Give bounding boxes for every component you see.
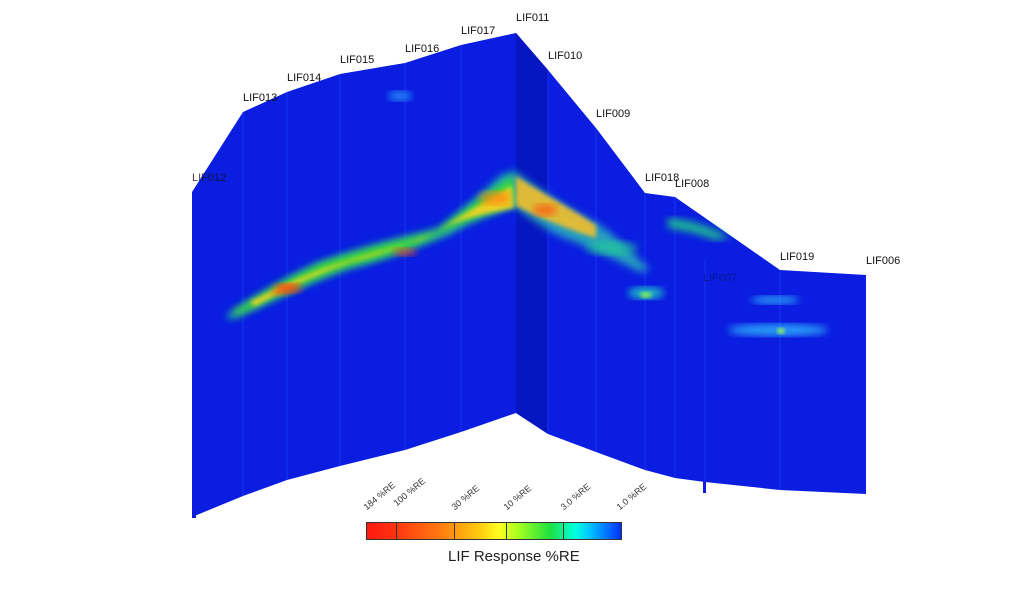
- legend-title: LIF Response %RE: [448, 548, 580, 565]
- boring-label-lif014: LIF014: [287, 72, 322, 84]
- lif-plume: [226, 91, 828, 336]
- lif007-extension: [703, 475, 706, 493]
- boring-label-lif019: LIF019: [780, 251, 815, 263]
- fence-panel-left: [192, 33, 516, 517]
- legend-divider: [396, 522, 397, 540]
- boring-label-lif008: LIF008: [675, 178, 710, 190]
- boring-label-lif017: LIF017: [461, 25, 496, 37]
- boring-lines: [242, 45, 781, 496]
- legend-divider: [506, 522, 507, 540]
- legend-color-bar: [366, 522, 622, 540]
- boring-label-lif007: LIF007: [703, 272, 738, 284]
- boring-label-lif015: LIF015: [340, 54, 375, 66]
- fence-panel-right: [516, 33, 866, 494]
- legend-divider: [454, 522, 455, 540]
- color-legend: 184 %RE 100 %RE 30 %RE 10 %RE 3.0 %RE 1.…: [362, 476, 649, 580]
- legend-divider: [563, 522, 564, 540]
- boring-label-lif018: LIF018: [645, 172, 680, 184]
- boring-label-lif013: LIF013: [243, 92, 278, 104]
- boring-label-lif012: LIF012: [192, 172, 227, 184]
- boring-label-lif010: LIF010: [548, 50, 583, 62]
- fence-corner-shade: [516, 33, 548, 434]
- boring-label-lif016: LIF016: [405, 43, 440, 55]
- boring-label-lif006: LIF006: [866, 255, 901, 267]
- boring-label-lif009: LIF009: [596, 108, 631, 120]
- boring-label-lif011: LIF011: [516, 12, 550, 24]
